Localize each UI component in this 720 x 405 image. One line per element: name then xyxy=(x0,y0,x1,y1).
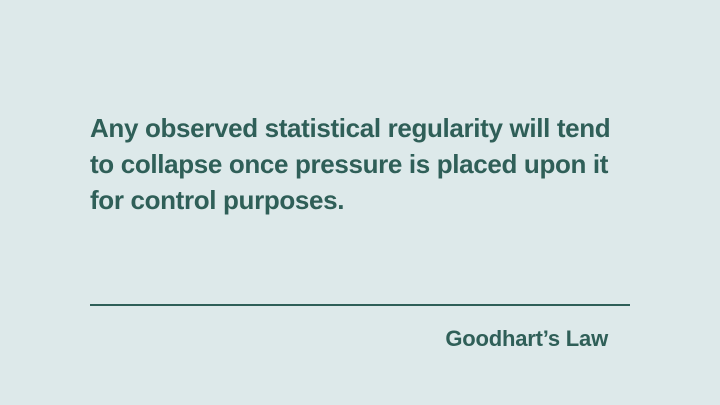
quote-attribution: Goodhart’s Law xyxy=(445,326,608,351)
quote-divider xyxy=(90,304,630,306)
quote-text: Any observed statistical regularity will… xyxy=(90,113,611,215)
